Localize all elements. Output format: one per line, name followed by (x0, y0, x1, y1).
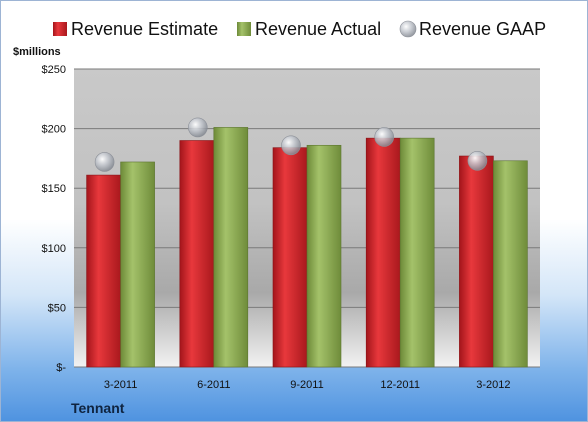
x-tick-label: 6-2011 (197, 379, 230, 391)
bar-revenue-estimate (86, 174, 121, 368)
bar-revenue-actual (399, 137, 435, 368)
y-tick-label: $- (56, 362, 66, 374)
x-axis: 3-2011 6-2011 9-2011 12-2011 3-2012 (104, 379, 511, 391)
bar-revenue-estimate (459, 155, 494, 368)
marker-revenue-gaap (94, 152, 115, 172)
bar-revenue-actual (306, 144, 342, 368)
legend-label-revenue-estimate: Revenue Estimate (71, 19, 218, 39)
y-axis: $- $50 $100 $150 $200 $250 (42, 64, 67, 374)
bar-revenue-actual (493, 160, 528, 368)
x-tick-label: 3-2011 (104, 379, 137, 391)
marker-revenue-gaap (374, 127, 395, 147)
y-tick-label: $250 (42, 64, 66, 76)
marker-revenue-gaap (467, 150, 488, 171)
y-tick-label: $100 (42, 243, 66, 255)
y-tick-label: $200 (42, 124, 66, 136)
marker-revenue-gaap (188, 117, 208, 138)
company-label: Tennant (71, 400, 125, 416)
y-tick-label: $150 (42, 183, 66, 195)
bar-revenue-actual (213, 127, 249, 368)
bar-revenue-actual (120, 161, 155, 368)
x-tick-label: 3-2012 (476, 379, 510, 391)
marker-revenue-gaap (281, 135, 301, 156)
chart-legend: Revenue Estimate Revenue Actual Revenue GA… (53, 19, 546, 39)
bars (86, 127, 528, 368)
legend-swatch-revenue-actual (237, 22, 251, 36)
x-tick-label: 9-2011 (290, 379, 323, 391)
legend-label-revenue-gaap: Revenue GAAP (419, 19, 546, 39)
gaap-markers (94, 117, 488, 172)
legend-swatch-revenue-estimate (53, 22, 67, 36)
y-tick-label: $50 (48, 302, 66, 314)
x-tick-label: 12-2011 (380, 379, 420, 391)
unit-label: $millions (13, 46, 61, 58)
legend-swatch-revenue-gaap (399, 20, 417, 38)
bar-revenue-estimate (365, 137, 401, 368)
bar-revenue-estimate (179, 140, 215, 368)
bar-revenue-estimate (272, 147, 308, 368)
legend-label-revenue-actual: Revenue Actual (255, 19, 381, 39)
